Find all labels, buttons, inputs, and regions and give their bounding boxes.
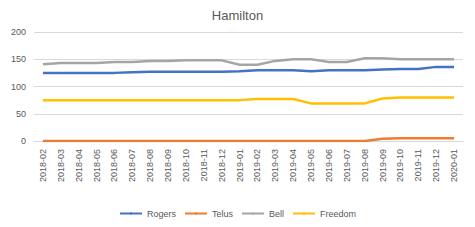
svg-text:2019-01: 2019-01 xyxy=(235,149,245,182)
svg-text:2018-10: 2018-10 xyxy=(181,149,191,182)
svg-text:50: 50 xyxy=(16,109,26,119)
svg-text:0: 0 xyxy=(21,136,26,146)
svg-text:2019-09: 2019-09 xyxy=(378,149,388,182)
svg-text:2019-12: 2019-12 xyxy=(431,149,441,182)
svg-text:2018-04: 2018-04 xyxy=(74,149,84,182)
svg-text:2018-05: 2018-05 xyxy=(92,149,102,182)
svg-text:200: 200 xyxy=(11,27,26,37)
svg-text:2018-03: 2018-03 xyxy=(56,149,66,182)
svg-text:2018-08: 2018-08 xyxy=(145,149,155,182)
svg-text:2018-02: 2018-02 xyxy=(38,149,48,182)
svg-text:Hamilton: Hamilton xyxy=(212,8,263,23)
svg-text:2019-04: 2019-04 xyxy=(288,149,298,182)
svg-text:2019-02: 2019-02 xyxy=(252,149,262,182)
svg-text:2018-12: 2018-12 xyxy=(217,149,227,182)
svg-text:100: 100 xyxy=(11,82,26,92)
svg-text:2019-08: 2019-08 xyxy=(360,149,370,182)
svg-text:2019-07: 2019-07 xyxy=(342,149,352,182)
svg-text:2018-06: 2018-06 xyxy=(109,149,119,182)
svg-text:2018-11: 2018-11 xyxy=(199,149,209,181)
svg-text:150: 150 xyxy=(11,54,26,64)
svg-text:2019-06: 2019-06 xyxy=(324,149,334,182)
svg-text:2019-03: 2019-03 xyxy=(270,149,280,182)
svg-text:Freedom: Freedom xyxy=(320,209,356,219)
svg-text:2019-11: 2019-11 xyxy=(413,149,423,181)
svg-text:2018-07: 2018-07 xyxy=(127,149,137,182)
svg-text:2019-10: 2019-10 xyxy=(395,149,405,182)
svg-text:2020-01: 2020-01 xyxy=(449,149,459,182)
svg-text:2018-09: 2018-09 xyxy=(163,149,173,182)
svg-text:2019-05: 2019-05 xyxy=(306,149,316,182)
svg-text:Rogers: Rogers xyxy=(147,209,177,219)
svg-text:Bell: Bell xyxy=(269,209,284,219)
svg-text:Telus: Telus xyxy=(212,209,234,219)
